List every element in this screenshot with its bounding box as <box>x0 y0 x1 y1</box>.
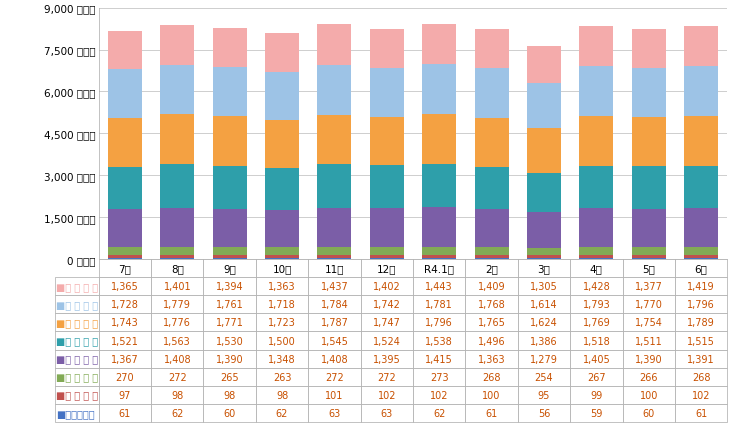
Bar <box>370 166 404 209</box>
Bar <box>527 248 561 256</box>
Bar <box>317 258 352 260</box>
Bar <box>317 165 352 208</box>
Bar <box>108 70 142 118</box>
Bar <box>527 256 561 258</box>
Bar <box>370 29 404 69</box>
Bar <box>265 258 299 260</box>
Bar <box>474 255 509 258</box>
Bar <box>213 29 246 68</box>
Bar <box>317 115 352 165</box>
Bar <box>160 66 194 115</box>
Bar <box>265 210 299 248</box>
Bar <box>474 210 509 248</box>
Bar <box>632 209 666 248</box>
Bar <box>370 255 404 258</box>
Bar <box>213 167 246 209</box>
Bar <box>213 68 246 117</box>
Bar <box>160 115 194 165</box>
Bar <box>527 83 561 129</box>
Bar <box>213 248 246 255</box>
Bar <box>423 65 456 115</box>
Bar <box>474 168 509 210</box>
Bar <box>370 69 404 117</box>
Bar <box>317 66 352 115</box>
Bar <box>160 258 194 260</box>
Bar <box>527 47 561 83</box>
Bar <box>474 119 509 168</box>
Bar <box>265 168 299 210</box>
Bar <box>423 165 456 208</box>
Bar <box>580 117 613 166</box>
Bar <box>632 258 666 260</box>
Bar <box>108 32 142 70</box>
Bar <box>527 129 561 174</box>
Bar <box>108 118 142 167</box>
Bar <box>108 210 142 248</box>
Bar <box>474 30 509 69</box>
Bar <box>370 248 404 255</box>
Bar <box>580 67 613 117</box>
Bar <box>474 248 509 255</box>
Bar <box>632 69 666 118</box>
Bar <box>108 248 142 255</box>
Bar <box>580 27 613 67</box>
Bar <box>108 255 142 258</box>
Bar <box>265 120 299 168</box>
Bar <box>474 258 509 260</box>
Bar <box>632 248 666 255</box>
Bar <box>684 66 718 117</box>
Bar <box>108 167 142 210</box>
Bar <box>474 69 509 119</box>
Bar <box>160 165 194 208</box>
Bar <box>423 208 456 248</box>
Bar <box>317 208 352 248</box>
Bar <box>423 25 456 65</box>
Bar <box>580 209 613 248</box>
Bar <box>265 35 299 72</box>
Bar <box>684 27 718 66</box>
Bar <box>213 209 246 248</box>
Bar <box>370 117 404 166</box>
Bar <box>684 167 718 209</box>
Bar <box>423 248 456 255</box>
Bar <box>423 255 456 258</box>
Bar <box>265 255 299 258</box>
Bar <box>527 174 561 213</box>
Bar <box>265 72 299 120</box>
Bar <box>160 208 194 248</box>
Bar <box>370 209 404 248</box>
Bar <box>423 258 456 260</box>
Bar <box>370 258 404 260</box>
Bar <box>213 255 246 258</box>
Bar <box>684 258 718 260</box>
Bar <box>632 30 666 69</box>
Bar <box>632 255 666 258</box>
Bar <box>580 248 613 255</box>
Bar <box>160 26 194 66</box>
Bar <box>108 258 142 260</box>
Bar <box>580 166 613 209</box>
Bar <box>580 258 613 260</box>
Bar <box>684 248 718 255</box>
Bar <box>632 167 666 209</box>
Bar <box>632 118 666 167</box>
Bar <box>317 248 352 255</box>
Bar <box>265 248 299 255</box>
Bar <box>160 255 194 258</box>
Bar <box>580 255 613 258</box>
Bar <box>684 209 718 248</box>
Bar <box>317 255 352 258</box>
Bar <box>527 258 561 260</box>
Bar <box>684 117 718 167</box>
Bar <box>213 117 246 167</box>
Bar <box>160 248 194 255</box>
Bar <box>213 258 246 260</box>
Bar <box>423 115 456 165</box>
Bar <box>317 26 352 66</box>
Bar <box>684 255 718 258</box>
Bar <box>527 213 561 248</box>
